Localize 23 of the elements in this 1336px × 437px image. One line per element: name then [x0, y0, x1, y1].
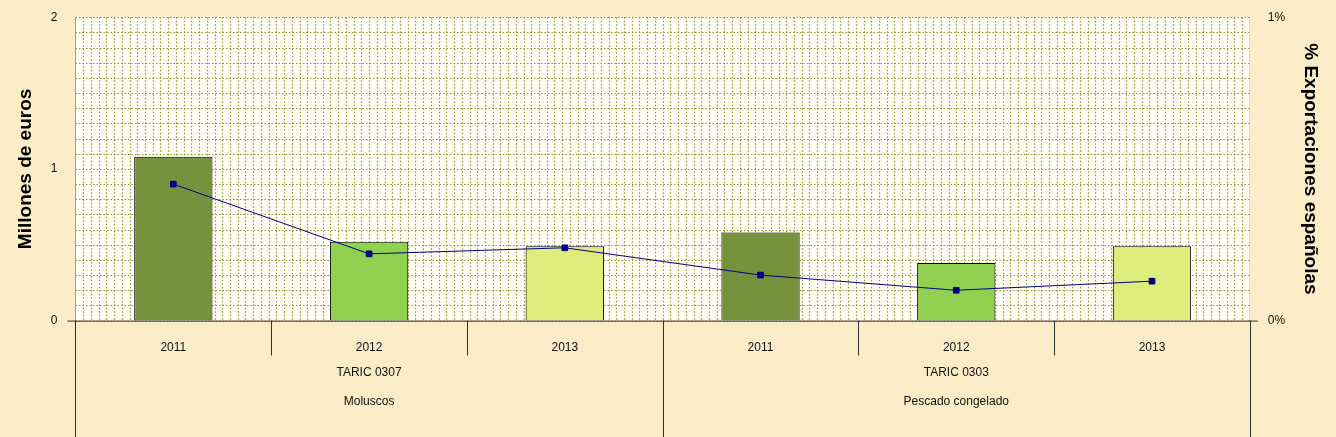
y-axis-title: Millones de euros — [13, 88, 35, 250]
point — [757, 271, 764, 279]
y2-axis-title: % Exportaciones españolas — [1301, 43, 1323, 295]
text: TARIC 0307 — [336, 364, 402, 379]
x-tick-label: 2012 — [942, 340, 970, 355]
x-tick-label: 2011 — [160, 340, 187, 355]
x-tick-label: 2012 — [355, 340, 383, 355]
y-tick-label: 1 — [50, 161, 58, 176]
text: Pescado congelado — [903, 393, 1010, 408]
point — [1148, 277, 1156, 285]
x-tick-label: 2011 — [747, 340, 774, 355]
point — [561, 244, 569, 252]
point — [365, 250, 373, 258]
x-tick-label: 2013 — [551, 340, 579, 355]
y2-tick-label: 0% — [1267, 312, 1286, 327]
point — [952, 286, 960, 294]
y-tick-label: 2 — [50, 9, 58, 24]
y-tick-label: 0 — [50, 312, 58, 327]
point — [170, 180, 177, 188]
text: TARIC 0303 — [923, 364, 990, 379]
x-tick-label: 2013 — [1138, 340, 1166, 355]
text: Moluscos — [343, 393, 395, 408]
y2-tick-label: 1% — [1267, 9, 1286, 24]
